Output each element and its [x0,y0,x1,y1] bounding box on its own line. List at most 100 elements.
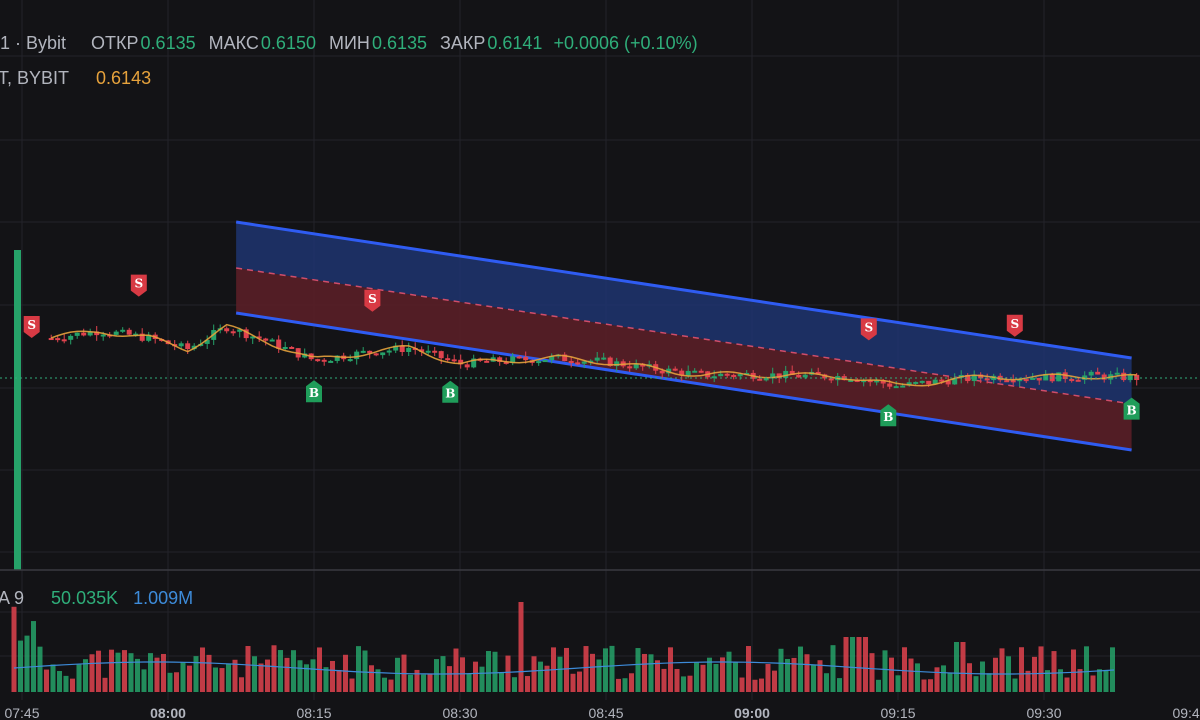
volume-bar[interactable] [531,656,537,692]
sell-signal-marker[interactable]: S [364,289,381,312]
volume-bar[interactable] [1071,649,1076,692]
volume-bar[interactable] [161,653,166,692]
volume-bar[interactable] [544,665,550,692]
volume-bar[interactable] [941,665,946,692]
candle[interactable] [867,380,873,383]
volume-bar[interactable] [206,654,212,692]
volume-bar[interactable] [1058,669,1063,692]
candle[interactable] [204,339,210,344]
volume-bar[interactable] [258,663,264,692]
candle[interactable] [1010,380,1016,383]
volume-bar[interactable] [1090,675,1096,692]
volume-bar[interactable] [759,678,764,692]
volume-bar[interactable] [18,640,23,692]
candle[interactable] [633,363,639,369]
candle[interactable] [354,351,360,360]
volume-bar[interactable] [479,666,485,692]
volume-bar[interactable] [590,653,595,692]
volume-bar[interactable] [375,669,381,692]
volume-bar[interactable] [505,655,511,692]
candle[interactable] [594,357,600,361]
candle[interactable] [789,370,795,375]
volume-bar[interactable] [1032,656,1037,692]
volume-bar[interactable] [765,663,771,692]
candle[interactable] [718,373,724,377]
candle[interactable] [711,376,717,379]
candle[interactable] [243,329,249,339]
candle[interactable] [575,362,581,365]
volume-bar[interactable] [414,669,420,692]
volume-bar[interactable] [707,657,712,692]
volume-bar[interactable] [1103,669,1109,692]
candle[interactable] [926,380,932,385]
volume-bar[interactable] [752,679,758,692]
candle[interactable] [692,370,698,373]
candle[interactable] [484,360,490,363]
volume-bar[interactable] [564,647,569,692]
channel-lower-line[interactable] [235,311,1132,452]
candle[interactable] [737,373,743,377]
candle[interactable] [256,336,262,339]
candle[interactable] [672,368,678,371]
volume-bar[interactable] [668,647,673,692]
candle[interactable] [822,374,828,379]
volume-bar[interactable] [1084,646,1089,692]
volume-bar[interactable] [369,665,374,692]
candle[interactable] [185,343,191,350]
volume-bar[interactable] [109,649,114,692]
volume-bar[interactable] [382,677,387,692]
volume-bar[interactable] [83,659,88,692]
candle[interactable] [178,343,184,347]
volume-bar[interactable] [882,650,888,692]
volume-bar[interactable] [635,648,641,692]
candle[interactable] [783,370,789,379]
volume-bar[interactable] [850,637,855,692]
volume-bar[interactable] [174,672,179,692]
volume-bar[interactable] [661,668,667,692]
volume-bar[interactable] [271,645,277,692]
candle[interactable] [510,356,516,363]
volume-bar[interactable] [395,657,400,692]
candle[interactable] [984,378,990,381]
volume-bar[interactable] [778,648,784,692]
volume-bar[interactable] [167,672,173,692]
candle[interactable] [451,359,457,362]
volume-bar[interactable] [525,676,530,692]
volume-bar[interactable] [538,661,543,692]
candle[interactable] [61,339,67,342]
buy-signal-marker[interactable]: B [306,380,322,403]
candle[interactable] [1121,372,1127,381]
candle[interactable] [367,350,373,354]
candle[interactable] [945,380,951,385]
volume-bar[interactable] [700,664,706,692]
volume-bar[interactable] [135,658,140,692]
candle[interactable] [113,331,119,335]
volume-bar[interactable] [843,637,849,692]
candle[interactable] [952,377,958,385]
candle[interactable] [666,368,672,374]
volume-bar[interactable] [596,659,602,692]
volume-bar[interactable] [219,668,225,692]
volume-bar[interactable] [154,657,160,692]
candle[interactable] [55,338,61,341]
volume-bar[interactable] [291,650,296,692]
volume-bar[interactable] [492,651,498,692]
volume-bar[interactable] [720,657,725,692]
volume-indicator-label[interactable]: A 9 [0,588,25,608]
candle[interactable] [471,358,477,368]
candle[interactable] [880,380,886,384]
volume-bar[interactable] [141,669,147,692]
candle[interactable] [614,361,620,367]
volume-bar[interactable] [603,648,608,692]
volume-bar[interactable] [330,660,335,692]
candle[interactable] [900,385,906,388]
volume-bar[interactable] [655,660,660,692]
volume-bar[interactable] [583,646,589,692]
volume-bar[interactable] [811,665,816,692]
volume-bar[interactable] [902,647,907,692]
volume-bar[interactable] [837,678,842,692]
candle[interactable] [315,359,321,362]
volume-bar[interactable] [343,654,348,692]
volume-bar[interactable] [1038,646,1044,692]
candle[interactable] [887,383,893,387]
